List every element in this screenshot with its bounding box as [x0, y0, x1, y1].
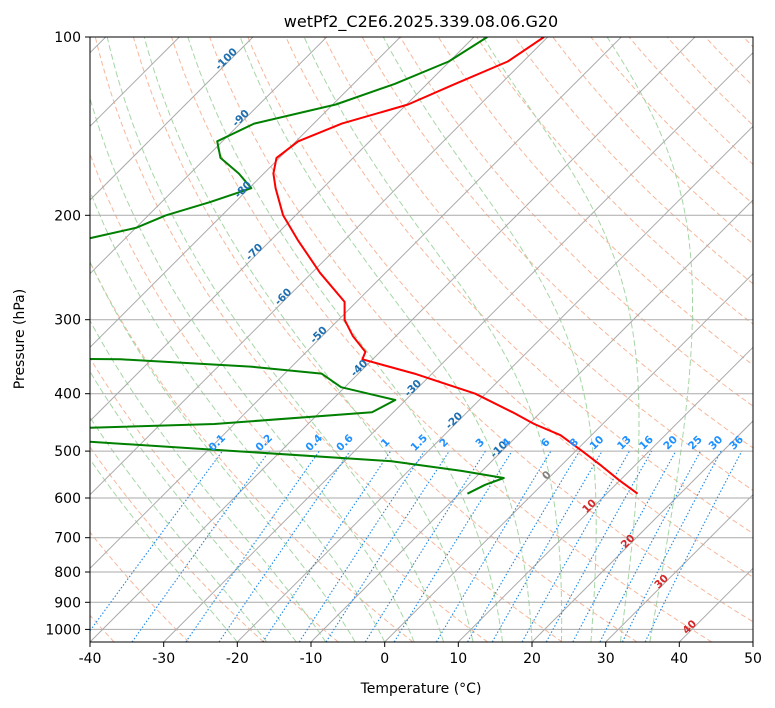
x-tick-label: -40	[79, 651, 102, 667]
dry-adiabat	[90, 531, 190, 642]
y-tick-label: 300	[54, 313, 81, 329]
y-tick-label: 900	[54, 595, 81, 611]
dry-adiabat	[399, 37, 753, 407]
y-axis-title: Pressure (hPa)	[12, 289, 28, 389]
moist-adiabat	[303, 37, 563, 642]
moist-adiabat	[239, 37, 533, 642]
isotherm-line	[384, 272, 753, 642]
moist-adiabat	[90, 260, 356, 642]
profile-series	[90, 37, 639, 495]
moist-adiabat	[90, 189, 386, 642]
isotherm-line	[90, 37, 475, 422]
x-tick-label: -30	[152, 651, 175, 667]
x-tick-label: 40	[670, 651, 688, 667]
isotherm-line	[236, 125, 753, 642]
mixing-ratio-line	[90, 450, 223, 632]
isotherm-line	[310, 199, 753, 642]
mixing-ratio-line	[298, 450, 425, 642]
dry-adiabat	[209, 37, 753, 623]
chart-title: wetPf2_C2E6.2025.339.08.06.G20	[284, 12, 558, 32]
x-tick-label: 50	[744, 651, 762, 667]
isotherm-line	[457, 346, 753, 642]
x-tick-label: 0	[380, 651, 389, 667]
dry-adiabats	[90, 37, 753, 642]
x-tick-label: 30	[597, 651, 615, 667]
dry-adiabat	[170, 37, 712, 642]
isotherm-line	[163, 51, 753, 642]
y-tick-label: 1000	[45, 622, 81, 638]
moist-adiabat	[143, 37, 474, 642]
isotherm-line	[90, 37, 622, 570]
plot-background	[90, 37, 753, 642]
mixing-ratio-line	[364, 450, 486, 642]
mixing-ratio-line	[545, 450, 653, 642]
mixing-ratio-lines	[90, 450, 743, 642]
mixing-ratio-line	[131, 450, 270, 642]
y-tick-label: 600	[54, 491, 81, 507]
y-tick-label: 500	[54, 444, 81, 460]
moist-adiabat	[90, 370, 297, 642]
dry-adiabat	[323, 37, 753, 491]
moist-adiabat	[482, 37, 640, 642]
moist-adiabat	[106, 37, 445, 642]
dry-adiabat	[247, 37, 753, 578]
mixing-ratio-line	[644, 450, 743, 642]
isotherm-line	[531, 420, 753, 642]
isotherm-line	[90, 37, 696, 642]
isotherm-line	[605, 493, 753, 642]
mixing-ratio-line	[521, 450, 630, 642]
mixing-ratio-line	[262, 450, 392, 642]
y-tick-label: 700	[54, 531, 81, 547]
isobar-grid	[90, 37, 753, 630]
mixing-ratio-line	[185, 450, 320, 642]
dry-adiabat	[514, 37, 753, 285]
plot-frame	[89, 36, 754, 643]
x-tick-label: -10	[300, 651, 323, 667]
y-tick-label: 400	[54, 387, 81, 403]
x-tick-label: -20	[226, 651, 249, 667]
temperature-line	[272, 37, 639, 495]
x-tick-label: 10	[449, 651, 467, 667]
mixing-ratio-line	[218, 450, 351, 642]
mixing-ratio-line	[621, 450, 722, 642]
mixing-ratio-line	[393, 450, 513, 642]
isotherm-line	[90, 37, 549, 496]
y-tick-label: 800	[54, 565, 81, 581]
isotherm-line	[90, 37, 254, 201]
dewpoint-line	[90, 37, 505, 495]
dry-adiabat	[132, 37, 638, 642]
moist-adiabat	[90, 458, 238, 642]
x-axis-title: Temperature (°C)	[360, 681, 482, 697]
mixing-ratio-line	[325, 450, 450, 642]
x-tick-label: 20	[523, 651, 541, 667]
moist-adiabat	[90, 416, 268, 642]
mixing-ratio-line	[572, 450, 677, 642]
dry-adiabat	[285, 37, 753, 535]
mixing-ratio-line	[599, 450, 701, 642]
dry-adiabat	[94, 37, 563, 642]
mixing-ratio-line	[435, 450, 552, 642]
isotherm-line	[90, 37, 401, 349]
y-tick-label: 200	[54, 208, 81, 224]
moist-adiabat	[382, 37, 597, 642]
axes: -40 -30 -20 -10 0 10 20 30 40 50 100 200 300 400 500 60…	[45, 30, 762, 667]
moist-adiabat	[606, 37, 693, 642]
y-tick-label: 100	[54, 30, 81, 46]
moist-adiabat	[187, 37, 503, 642]
